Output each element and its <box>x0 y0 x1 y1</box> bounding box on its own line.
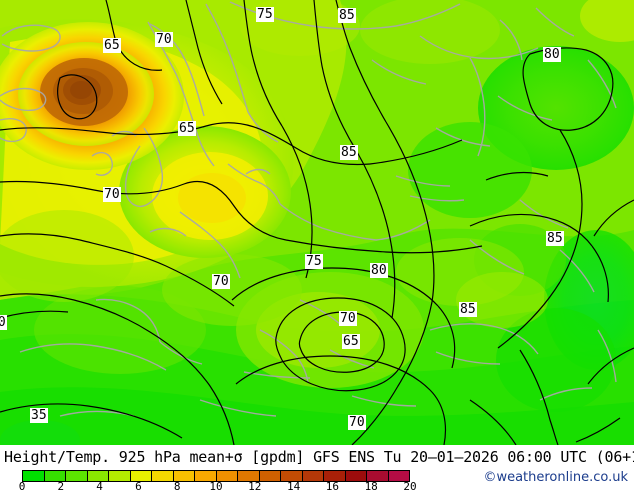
colorbar-swatch <box>66 471 88 481</box>
colorbar-swatch <box>238 471 260 481</box>
colorbar-swatch <box>324 471 346 481</box>
contour-label: 70 <box>212 274 230 289</box>
contour-label: 75 <box>305 254 323 269</box>
colorbar-tick-label: 6 <box>135 480 142 493</box>
colorbar-swatch <box>23 471 45 481</box>
contour-label: 65 <box>178 121 196 136</box>
colorbar-swatch <box>44 471 66 481</box>
colorbar-swatch <box>259 471 281 481</box>
colorbar-swatch <box>87 471 109 481</box>
colorbar-tick-label: 20 <box>403 480 417 493</box>
colorbar-swatch <box>281 471 303 481</box>
contour-label: 65 <box>342 334 360 349</box>
colorbar-tick-label: 4 <box>96 480 103 493</box>
contour-label: 70 <box>348 415 366 430</box>
colorbar-swatch <box>109 471 131 481</box>
contour-label: 35 <box>30 408 48 423</box>
temperature-shading <box>0 0 634 445</box>
colorbar-swatch <box>152 471 174 481</box>
contour-label: 70 <box>339 311 357 326</box>
contour-label: 85 <box>459 302 477 317</box>
colorbar-swatch <box>388 471 409 481</box>
contour-label: 75 <box>256 7 274 22</box>
map-canvas <box>0 0 634 445</box>
contour-label: 80 <box>370 263 388 278</box>
colorbar-ticks: 0 2 4 6 8 10 12 14 16 18 20 <box>18 480 417 493</box>
colorbar-swatch <box>216 471 238 481</box>
colorbar-swatch <box>173 471 195 481</box>
contour-label: 85 <box>546 231 564 246</box>
colorbar-swatch <box>345 471 367 481</box>
colorbar-swatch <box>367 471 389 481</box>
contour-label: 70 <box>155 32 173 47</box>
colorbar-tick-label: 12 <box>248 480 262 493</box>
colorbar-swatch <box>130 471 152 481</box>
contour-label: 85 <box>338 8 356 23</box>
colorbar-tick-label: 14 <box>286 480 301 493</box>
colorbar-swatch <box>302 471 324 481</box>
map-caption: Height/Temp. 925 hPa mean+σ [gpdm] GFS E… <box>4 448 634 466</box>
contour-label: 85 <box>340 145 358 160</box>
contour-label: 70 <box>103 187 121 202</box>
coastlines <box>0 1 617 417</box>
height-contours <box>0 0 634 445</box>
contour-label: 80 <box>543 47 561 62</box>
contour-label: 80 <box>0 315 7 330</box>
colorbar-tick-label: 0 <box>18 480 26 493</box>
colorbar-tick-label: 2 <box>57 480 65 493</box>
colorbar-tick-label: 16 <box>325 480 340 493</box>
contour-label: 65 <box>103 38 121 53</box>
colorbar-tick-label: 10 <box>209 480 223 493</box>
colorbar-swatch <box>195 471 217 481</box>
colorbar[interactable] <box>22 470 410 482</box>
weather-map[interactable]: 65 70 75 85 80 65 85 70 70 75 80 85 85 7… <box>0 0 634 445</box>
colorbar-tick-label: 8 <box>173 480 181 493</box>
copyright-notice: ©weatheronline.co.uk <box>483 470 628 485</box>
colorbar-tick-label: 18 <box>364 480 378 493</box>
